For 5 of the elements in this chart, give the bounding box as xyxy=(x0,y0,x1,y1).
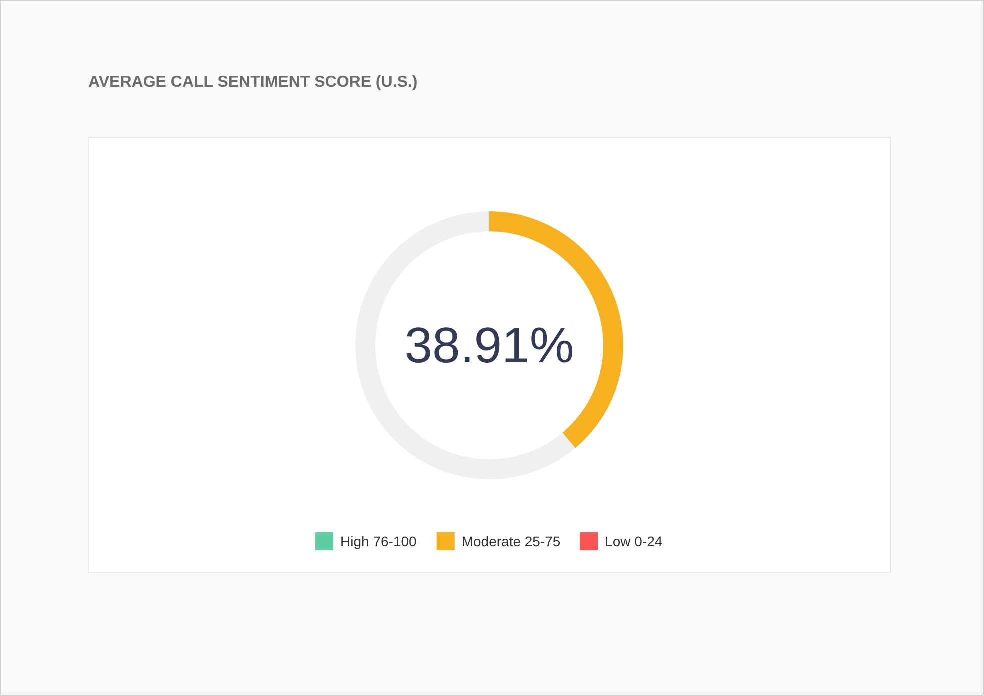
chart-title: AVERAGE CALL SENTIMENT SCORE (U.S.) xyxy=(88,74,418,91)
legend-label: Moderate 25-75 xyxy=(462,534,561,550)
data-label: 38.91% xyxy=(404,318,574,374)
legend-label: High 76-100 xyxy=(340,534,418,550)
legend-label: Low 0-24 xyxy=(605,534,663,550)
